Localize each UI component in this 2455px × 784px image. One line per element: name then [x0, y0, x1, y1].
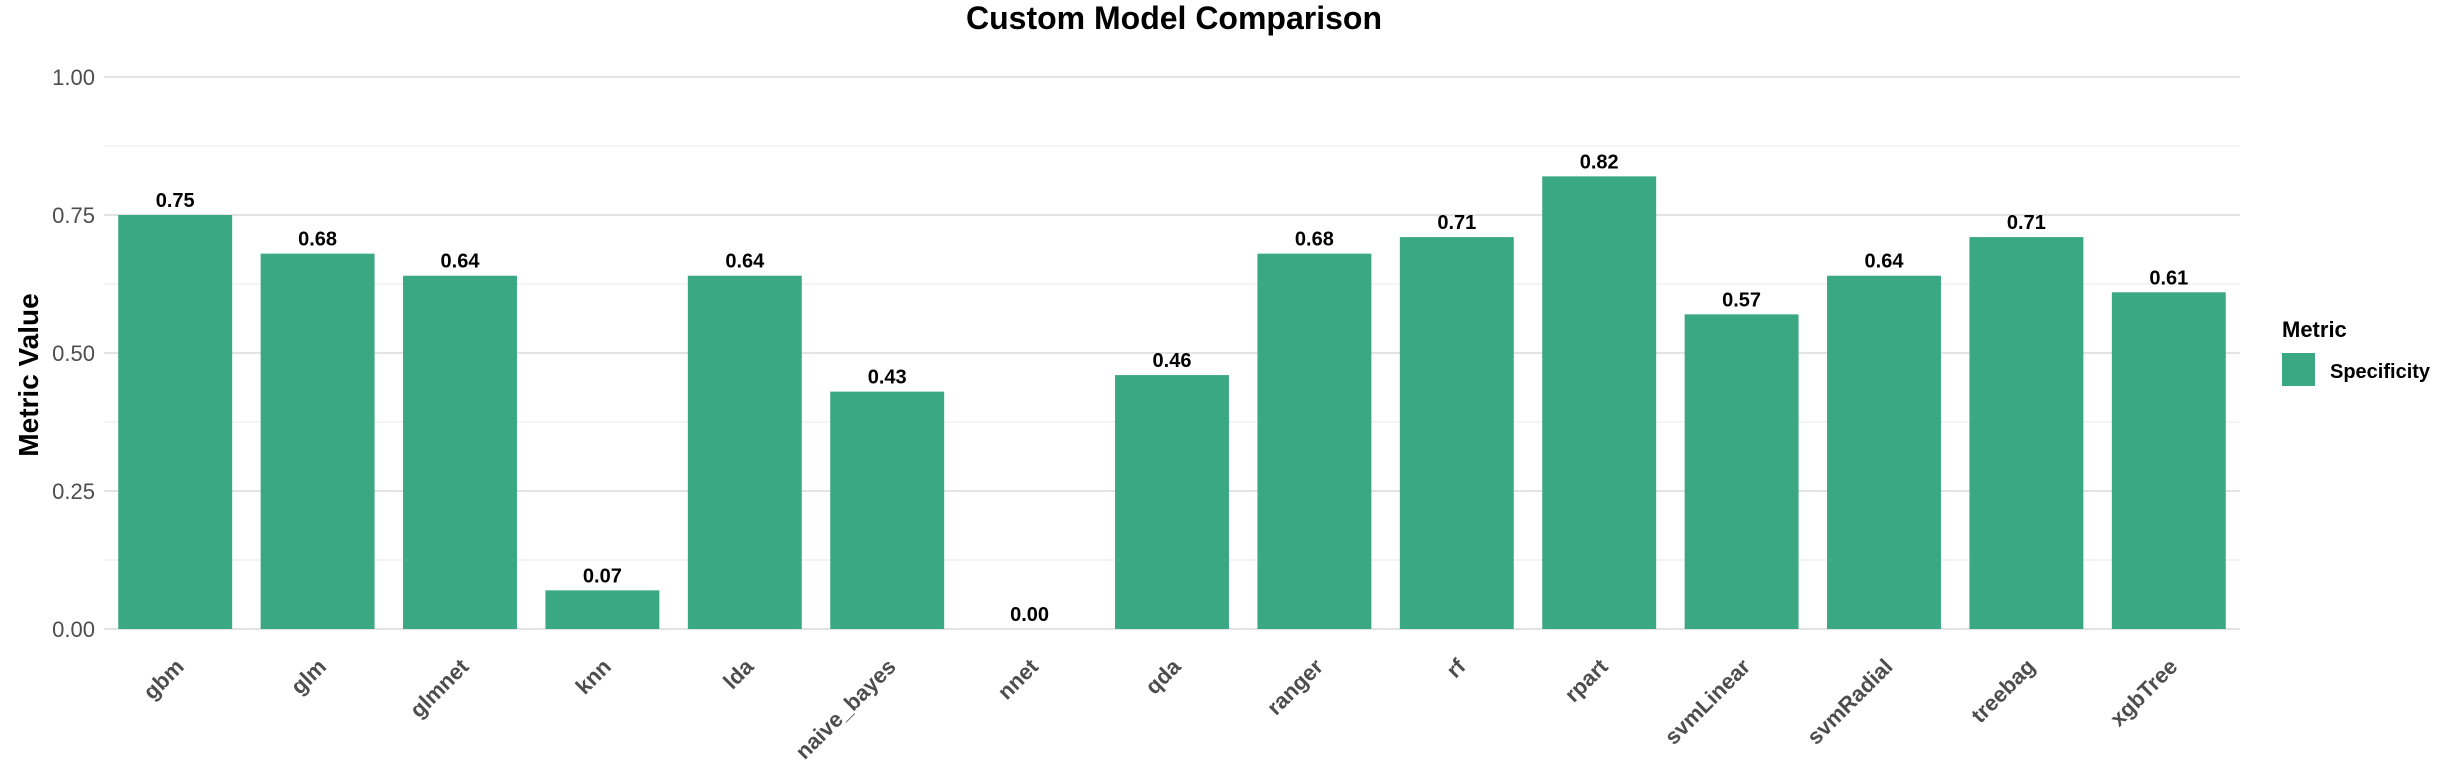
- bars: [118, 176, 2226, 630]
- x-tick-label: ranger: [1262, 654, 1328, 720]
- bar: [1684, 314, 1799, 629]
- bar: [1115, 375, 1229, 629]
- bar: [118, 215, 233, 629]
- x-tick-label: knn: [571, 654, 616, 699]
- bar: [687, 275, 802, 629]
- y-tick-label: 0.50: [52, 341, 95, 366]
- data-label: 0.82: [1580, 151, 1619, 173]
- bar: [2111, 292, 2226, 629]
- bar: [830, 391, 945, 629]
- data-label: 0.68: [298, 229, 337, 251]
- data-label: 0.71: [2007, 212, 2046, 234]
- x-tick-label: rf: [1441, 653, 1470, 682]
- x-tick-label: svmLinear: [1660, 654, 1756, 750]
- data-label: 0.71: [1437, 212, 1476, 234]
- y-axis-label: Metric Value: [13, 293, 44, 456]
- y-tick-label: 0.75: [52, 203, 95, 228]
- data-labels: 0.75 0.68 0.64 0.07 0.64 0.43 0.00 0.46 0.68 0.71…: [156, 151, 2189, 626]
- x-tick-label: nnet: [993, 653, 1044, 704]
- bar: [1542, 176, 1657, 630]
- x-tick-label: xgbTree: [2105, 654, 2182, 731]
- bar: [1827, 275, 1941, 629]
- bar: [1257, 253, 1372, 629]
- y-axis-ticks: 0.00 0.25 0.50 0.75 1.00: [52, 65, 95, 642]
- bar: [1399, 237, 1514, 629]
- x-tick-label: treebag: [1966, 654, 2040, 728]
- legend-item-label: Specificity: [2330, 361, 2431, 383]
- y-tick-label: 1.00: [52, 65, 95, 90]
- legend: Metric Specificity: [2282, 317, 2431, 386]
- data-label: 0.68: [1295, 229, 1334, 251]
- data-label: 0.64: [725, 251, 765, 273]
- legend-title: Metric: [2282, 317, 2347, 342]
- x-tick-label: naive_bayes: [791, 654, 901, 764]
- bar: [403, 275, 517, 629]
- x-tick-label: qda: [1140, 653, 1186, 699]
- y-tick-label: 0.25: [52, 479, 95, 504]
- bar: [1969, 237, 2084, 629]
- chart-title: Custom Model Comparison: [966, 0, 1382, 36]
- legend-swatch: [2282, 353, 2315, 386]
- x-tick-label: lda: [718, 653, 759, 694]
- data-label: 0.64: [1865, 251, 1905, 273]
- data-label: 0.43: [868, 367, 907, 389]
- x-axis-ticks: gbm glm glmnet knn lda naive_bayes nnet qda rang…: [138, 653, 2182, 764]
- x-tick-label: gbm: [138, 654, 189, 705]
- data-label: 0.00: [1010, 604, 1049, 626]
- x-tick-label: rpart: [1560, 653, 1614, 707]
- data-label: 0.57: [1722, 289, 1761, 311]
- data-label: 0.64: [441, 251, 481, 273]
- bar: [545, 590, 660, 629]
- x-tick-label: glm: [286, 654, 331, 699]
- y-tick-label: 0.00: [52, 617, 95, 642]
- x-tick-label: glmnet: [405, 653, 474, 722]
- data-label: 0.46: [1153, 350, 1192, 372]
- bar: [260, 253, 375, 629]
- x-tick-label: svmRadial: [1802, 654, 1898, 750]
- data-label: 0.07: [583, 565, 622, 587]
- data-label: 0.75: [156, 190, 195, 212]
- data-label: 0.61: [2149, 267, 2188, 289]
